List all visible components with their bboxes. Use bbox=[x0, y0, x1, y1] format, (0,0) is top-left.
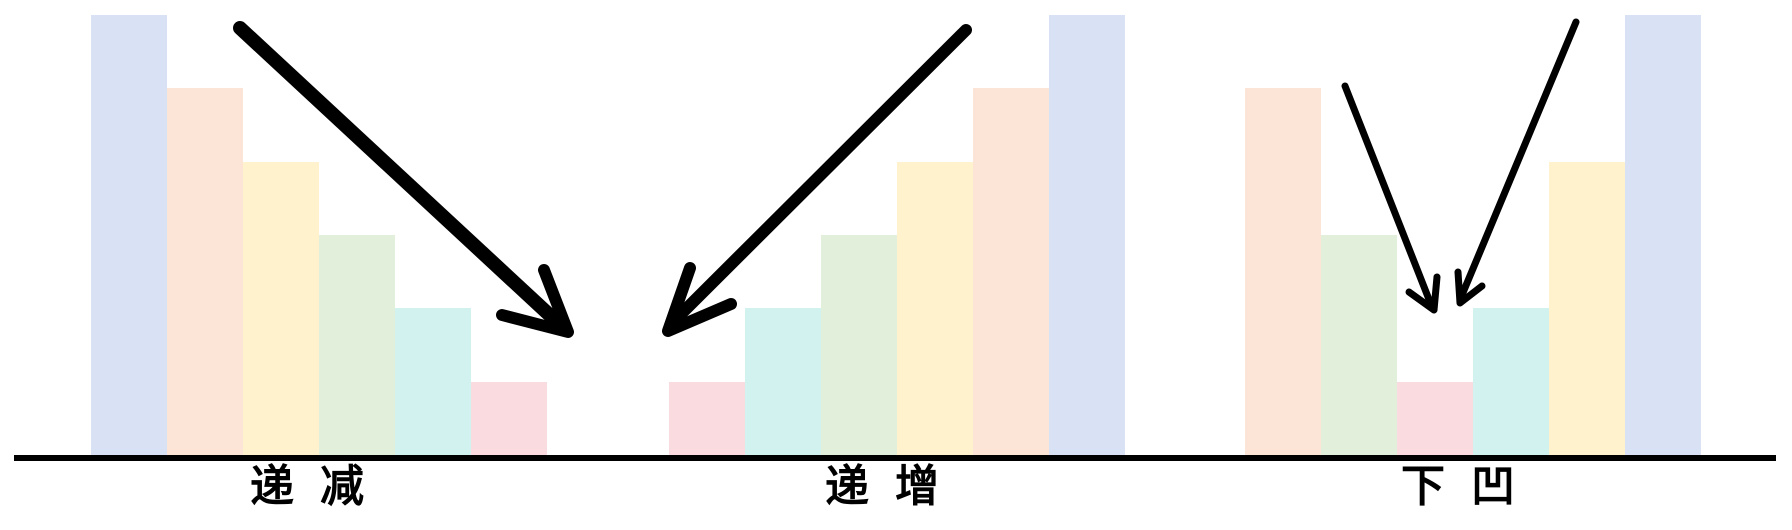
bar-increasing-4 bbox=[897, 162, 973, 455]
bar-decreasing-4 bbox=[319, 235, 395, 455]
bar-increasing-5 bbox=[973, 88, 1049, 455]
arrow-concave-right-head bbox=[1454, 268, 1486, 307]
bar-increasing-3 bbox=[821, 235, 897, 455]
bar-decreasing-6 bbox=[471, 382, 547, 455]
arrow-increasing-shaft bbox=[671, 24, 972, 324]
arrow-concave-left-shaft bbox=[1341, 82, 1434, 306]
bar-concave-5 bbox=[1549, 162, 1625, 455]
bar-concave-3 bbox=[1397, 382, 1473, 455]
label-increasing: 递增 bbox=[825, 461, 965, 512]
baseline bbox=[14, 455, 1776, 461]
arrow-decreasing bbox=[233, 21, 574, 338]
bar-concave-1 bbox=[1245, 88, 1321, 455]
bar-decreasing-5 bbox=[395, 308, 471, 455]
bar-increasing-2 bbox=[745, 308, 821, 455]
arrow-concave-left bbox=[1341, 82, 1441, 314]
arrow-concave-right-shaft bbox=[1458, 18, 1580, 299]
label-decreasing: 递减 bbox=[250, 461, 390, 512]
arrow-increasing bbox=[662, 24, 972, 337]
arrow-decreasing-head bbox=[496, 264, 574, 338]
arrow-concave-right bbox=[1454, 18, 1580, 307]
bar-increasing-1 bbox=[669, 382, 745, 455]
bar-decreasing-3 bbox=[243, 162, 319, 455]
bar-concave-4 bbox=[1473, 308, 1549, 455]
bar-increasing-6 bbox=[1049, 15, 1125, 455]
bar-decreasing-1 bbox=[91, 15, 167, 455]
arrow-decreasing-shaft bbox=[233, 21, 563, 328]
bar-concave-6 bbox=[1625, 15, 1701, 455]
bar-decreasing-2 bbox=[167, 88, 243, 455]
bar-concave-2 bbox=[1321, 235, 1397, 455]
arrow-concave-left-head bbox=[1405, 273, 1441, 314]
label-concave: 下凹 bbox=[1401, 461, 1541, 512]
arrow-increasing-head bbox=[662, 262, 737, 337]
